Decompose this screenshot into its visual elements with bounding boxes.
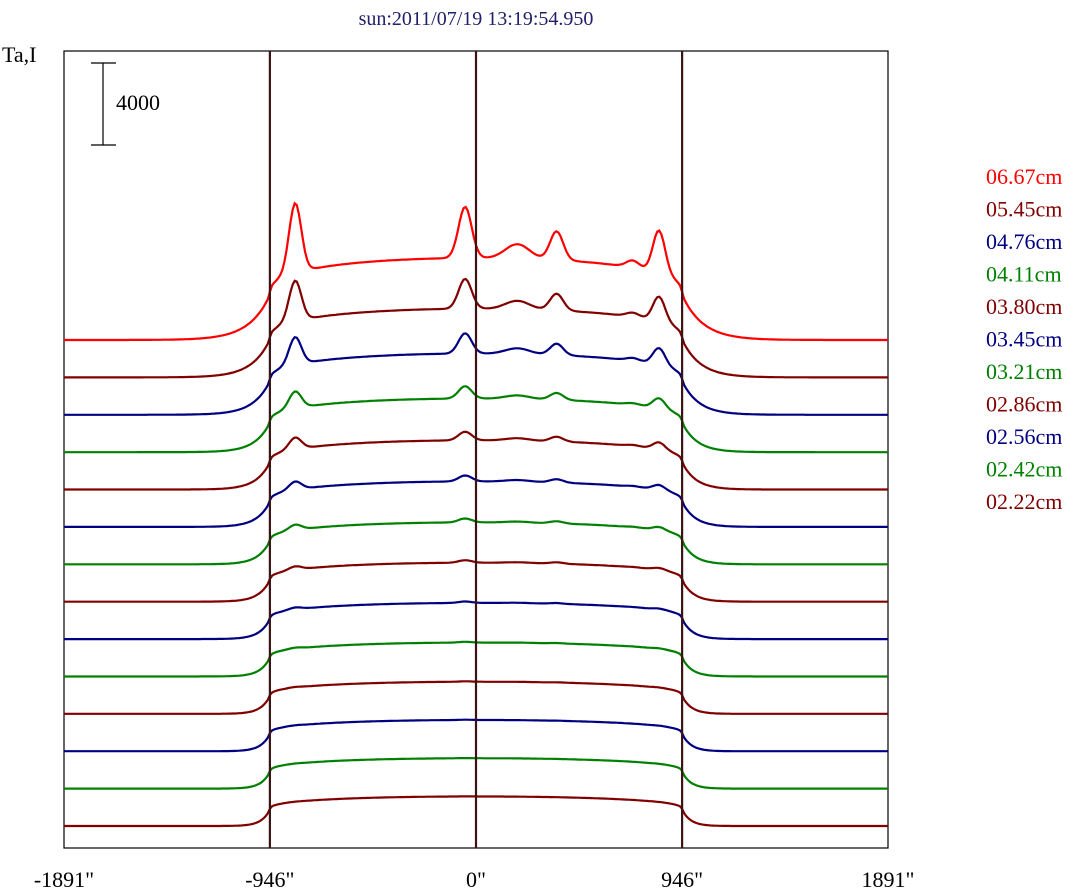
legend-item-8: 02.86cm [986, 392, 1062, 417]
legend-item-7: 03.21cm [986, 359, 1062, 384]
x-tick-label-1: -1891" [34, 867, 94, 892]
chart-title: sun:2011/07/19 13:19:54.950 [359, 8, 594, 30]
x-axis-ticks: -1891" -946" 0" 946" 1891" [34, 867, 915, 892]
legend-item-6: 03.45cm [986, 327, 1062, 352]
legend-item-3: 04.76cm [986, 229, 1062, 254]
y-axis-label: Ta,I [2, 42, 37, 67]
legend-item-2: 05.45cm [986, 197, 1062, 222]
x-tick-label-3: 0" [466, 867, 486, 892]
scale-bar-label: 4000 [116, 90, 160, 115]
legend-item-11: 02.22cm [986, 489, 1062, 514]
legend-item-5: 03.80cm [986, 294, 1062, 319]
x-tick-label-4: 946" [661, 867, 703, 892]
legend-item-10: 02.42cm [986, 457, 1062, 482]
x-tick-label-2: -946" [245, 867, 294, 892]
reference-lines [268, 51, 684, 848]
legend-item-1: 06.67cm [986, 164, 1062, 189]
x-tick-label-5: 1891" [862, 867, 915, 892]
legend: 06.67cm 05.45cm 04.76cm 04.11cm 03.80cm 03.45… [986, 164, 1062, 514]
legend-item-9: 02.56cm [986, 424, 1062, 449]
legend-item-4: 04.11cm [986, 262, 1062, 287]
scale-bar: 4000 [91, 62, 160, 146]
